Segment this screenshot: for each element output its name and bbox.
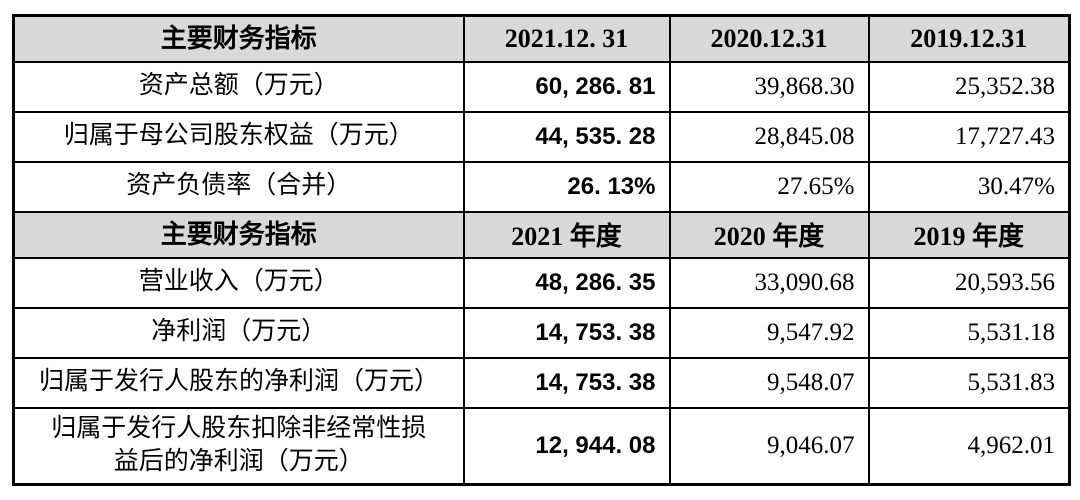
table-row-total-assets: 资产总额（万元） 60, 286. 81 39,868.30 25,352.38 — [12, 60, 1071, 113]
value-2019-cell: 30.47% — [867, 160, 1071, 213]
table-row-debt-ratio: 资产负债率（合并） 26. 13% 27.65% 30.47% — [12, 160, 1071, 213]
value-2021-cell: 60, 286. 81 — [462, 60, 671, 113]
value-2019-cell: 25,352.38 — [867, 60, 1071, 113]
value-2019-cell: 20,593.56 — [867, 256, 1071, 309]
value-2020-cell: 9,547.92 — [668, 306, 870, 359]
value-2019-cell: 5,531.18 — [867, 306, 1071, 359]
table-row-parent-equity: 归属于母公司股东权益（万元） 44, 535. 28 28,845.08 17,… — [12, 110, 1071, 163]
indicator-label-cell: 归属于发行人股东的净利润（万元） — [12, 356, 465, 409]
indicator-label-cell: 营业收入（万元） — [12, 256, 465, 309]
table-row-net-profit-excl-nonrecurring: 归属于发行人股东扣除非经常性损益后的净利润（万元） 12, 944. 08 9,… — [12, 406, 1071, 486]
value-2019-cell: 5,531.83 — [867, 356, 1071, 409]
value-2020-cell: 39,868.30 — [668, 60, 870, 113]
value-2020-cell: 9,548.07 — [668, 356, 870, 409]
header-date-2020: 2020.12.31 — [668, 14, 870, 63]
table-header-row-balance: 主要财务指标 2021.12. 31 2020.12.31 2019.12.31 — [12, 14, 1071, 63]
header-indicator-label: 主要财务指标 — [12, 14, 465, 63]
header-indicator-label: 主要财务指标 — [12, 210, 465, 259]
value-2020-cell: 28,845.08 — [668, 110, 870, 163]
table-row-net-profit: 净利润（万元） 14, 753. 38 9,547.92 5,531.18 — [12, 306, 1071, 359]
table-row-net-profit-to-issuer: 归属于发行人股东的净利润（万元） 14, 753. 38 9,548.07 5,… — [12, 356, 1071, 409]
value-2021-cell: 26. 13% — [462, 160, 671, 213]
value-2021-cell: 14, 753. 38 — [462, 306, 671, 359]
header-date-2021: 2021.12. 31 — [462, 14, 671, 63]
value-2020-cell: 9,046.07 — [668, 406, 870, 486]
value-2021-cell: 48, 286. 35 — [462, 256, 671, 309]
value-2021-cell: 12, 944. 08 — [462, 406, 671, 486]
indicator-label-cell: 归属于母公司股东权益（万元） — [12, 110, 465, 163]
value-2021-cell: 14, 753. 38 — [462, 356, 671, 409]
indicator-label-cell: 净利润（万元） — [12, 306, 465, 359]
header-year-2020: 2020 年度 — [668, 210, 870, 259]
indicator-label-cell: 资产负债率（合并） — [12, 160, 465, 213]
header-year-2019: 2019 年度 — [867, 210, 1071, 259]
header-date-2019: 2019.12.31 — [867, 14, 1071, 63]
value-2019-cell: 4,962.01 — [867, 406, 1071, 486]
value-2020-cell: 33,090.68 — [668, 256, 870, 309]
indicator-label-cell: 资产总额（万元） — [12, 60, 465, 113]
header-year-2021: 2021 年度 — [462, 210, 671, 259]
indicator-label-cell: 归属于发行人股东扣除非经常性损益后的净利润（万元） — [12, 406, 465, 486]
table-header-row-income: 主要财务指标 2021 年度 2020 年度 2019 年度 — [12, 210, 1071, 259]
value-2021-cell: 44, 535. 28 — [462, 110, 671, 163]
financial-indicators-table: 主要财务指标 2021.12. 31 2020.12.31 2019.12.31… — [12, 14, 1071, 486]
value-2020-cell: 27.65% — [668, 160, 870, 213]
value-2019-cell: 17,727.43 — [867, 110, 1071, 163]
table-row-revenue: 营业收入（万元） 48, 286. 35 33,090.68 20,593.56 — [12, 256, 1071, 309]
